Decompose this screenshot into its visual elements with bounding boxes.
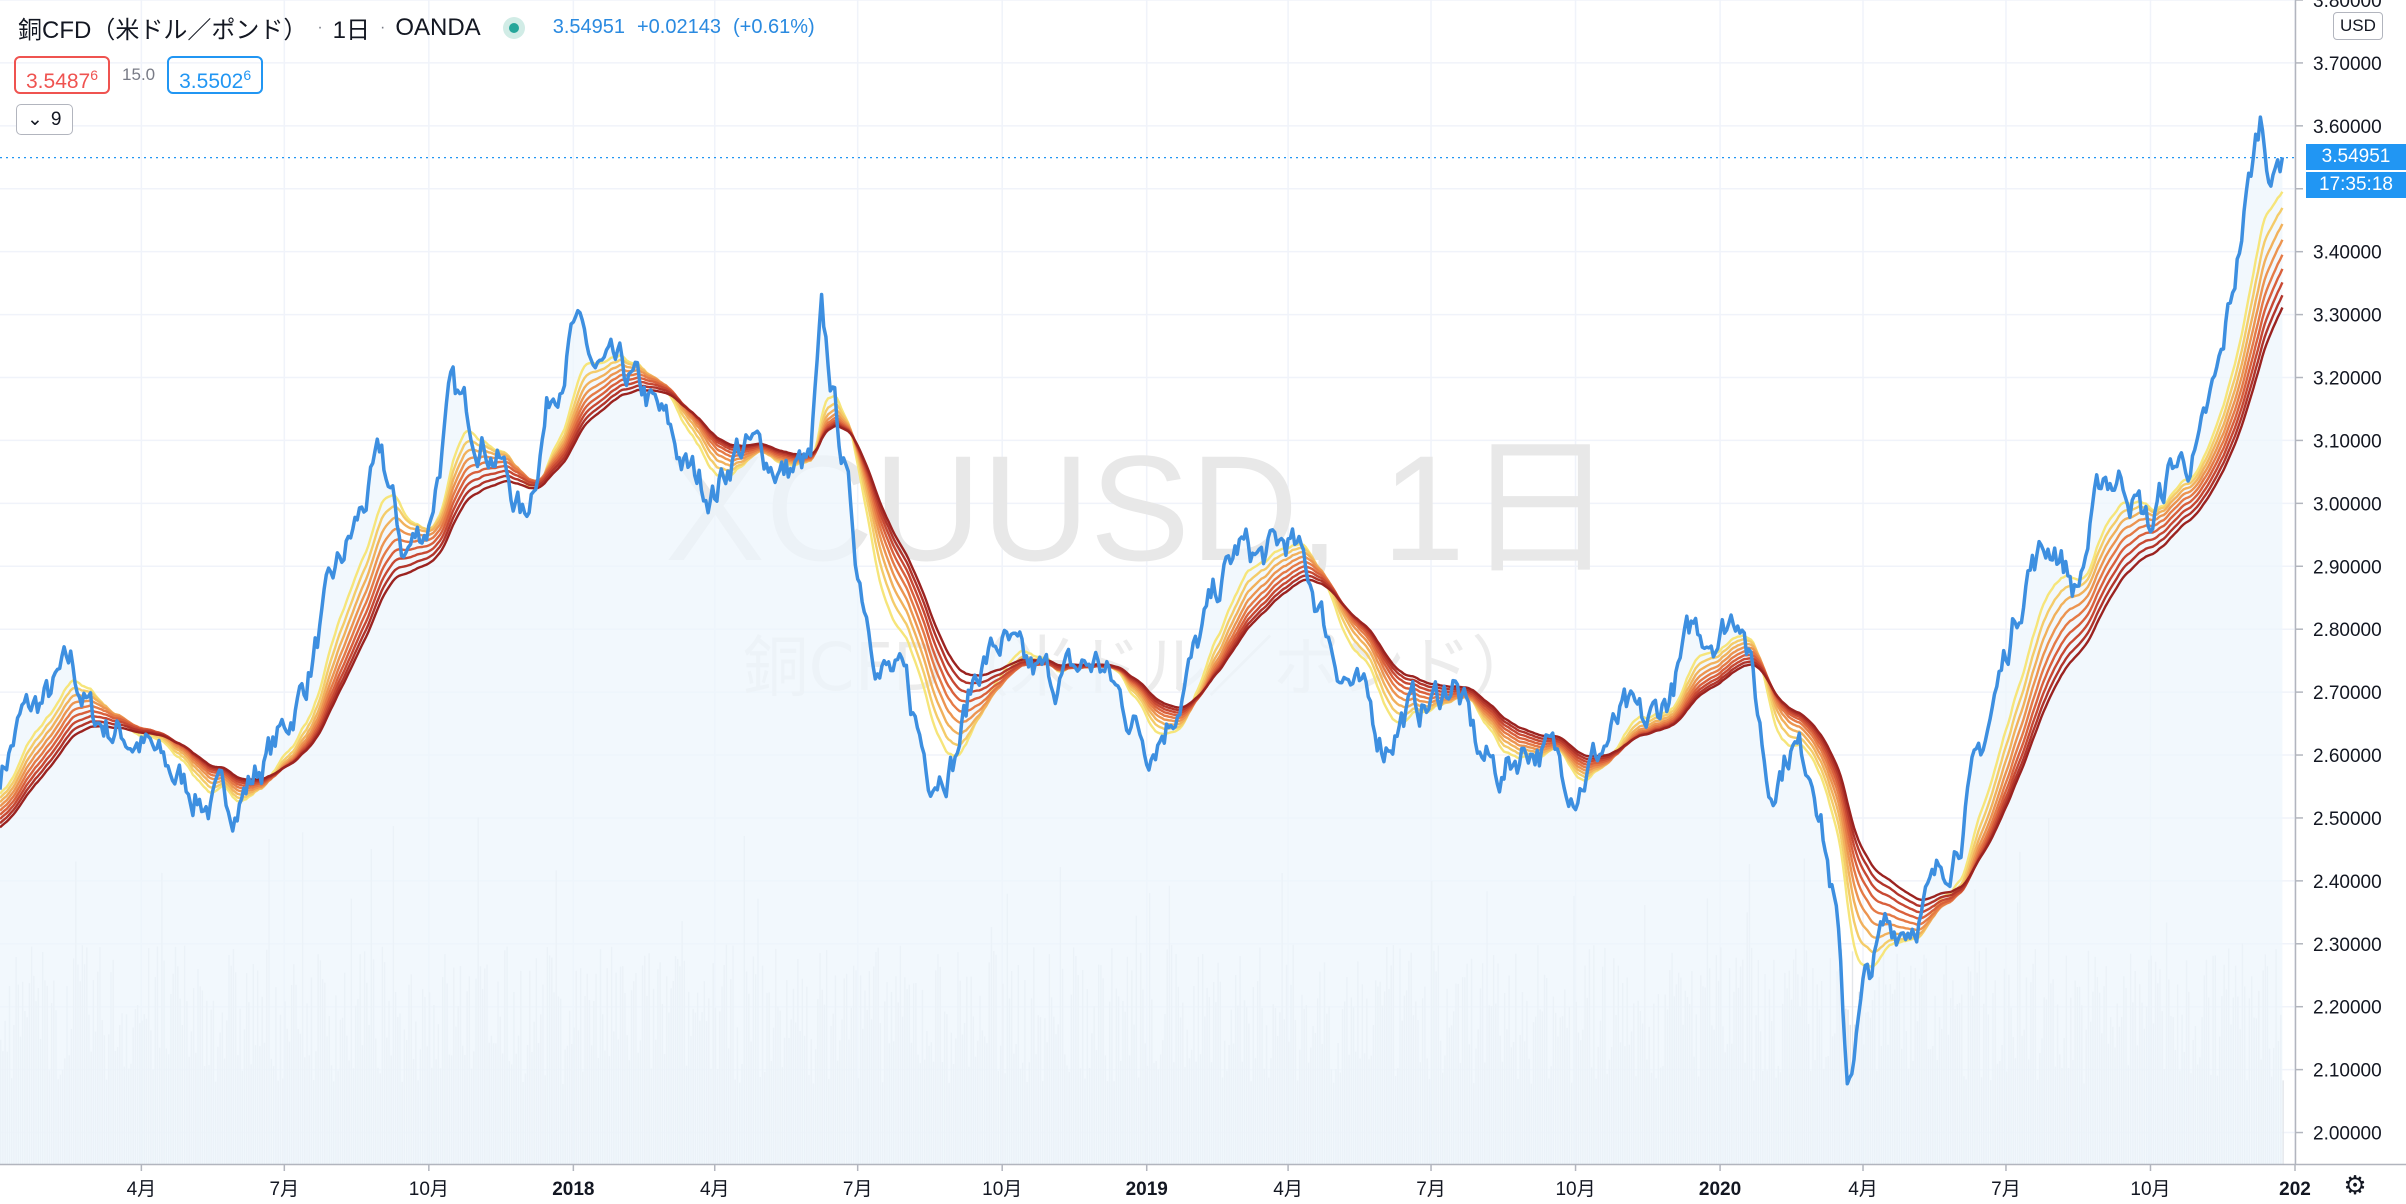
- ema-line-20: [0, 191, 2284, 969]
- time-tick-label: 7月: [270, 1179, 300, 1200]
- ask-pip: 6: [243, 67, 252, 83]
- time-tick-label: 2019: [1126, 1179, 1168, 1200]
- symbol-header: 銅CFD（米ドル／ポンド） · 1日 · OANDA 3.54951 +0.02…: [18, 10, 827, 45]
- price-tick-label: 2.20000: [2313, 998, 2382, 1019]
- price-tick-label: 3.40000: [2313, 243, 2382, 264]
- price-area: [0, 117, 2283, 1165]
- time-tick-label: 10月: [982, 1179, 1022, 1200]
- price-tick-label: 2.60000: [2313, 746, 2382, 767]
- time-tick-label: 7月: [1991, 1179, 2021, 1200]
- time-tick-label: 4月: [1273, 1179, 1303, 1200]
- countdown-badge: 17:35:18: [2306, 171, 2406, 198]
- source-label: OANDA: [395, 13, 481, 41]
- time-tick-label: 10月: [1555, 1179, 1595, 1200]
- time-tick-label: 10月: [2130, 1179, 2170, 1200]
- price-change-pct: (+0.61%): [732, 16, 815, 38]
- time-tick-label: 7月: [843, 1179, 873, 1200]
- price-tick-label: 2.40000: [2313, 872, 2382, 893]
- price-tick-label: 2.90000: [2313, 557, 2382, 578]
- ema-line-60: [0, 307, 2284, 901]
- separator-dot: ·: [317, 18, 323, 36]
- price-area-fill: [0, 117, 2283, 1165]
- price-tick-label: 3.60000: [2313, 117, 2382, 138]
- price-tick-label: 2.80000: [2313, 620, 2382, 641]
- ema-line-50: [0, 281, 2284, 914]
- price-tick-label: 3.30000: [2313, 306, 2382, 327]
- time-tick-label: 10月: [409, 1179, 449, 1200]
- bid-pip: 6: [90, 67, 99, 83]
- price-tick-label: 2.50000: [2313, 809, 2382, 830]
- time-tick-label: 2018: [552, 1179, 594, 1200]
- price-series-line: [0, 115, 2285, 1086]
- sell-button[interactable]: 3.54876: [14, 56, 111, 94]
- price-change: +0.02143: [637, 16, 721, 38]
- ema-ribbon: [0, 191, 2284, 969]
- ema-line-40: [0, 254, 2284, 926]
- currency-button[interactable]: USD: [2333, 12, 2383, 40]
- current-price-badge: 3.54951: [2306, 143, 2406, 170]
- time-tick-label: 7月: [1416, 1179, 1446, 1200]
- price-tick-label: 3.00000: [2313, 494, 2382, 515]
- price-tick-label: 2.30000: [2313, 935, 2382, 956]
- ema-line-55: [0, 294, 2284, 908]
- time-tick-label: 4月: [127, 1179, 157, 1200]
- ask-price: 3.5502: [179, 70, 244, 93]
- price-tick-label: 3.70000: [2313, 54, 2382, 75]
- symbol-name[interactable]: 銅CFD（米ドル／ポンド）: [18, 17, 308, 44]
- time-tick-label: 4月: [700, 1179, 730, 1200]
- time-tick-label: 202: [2279, 1179, 2311, 1200]
- time-tick-label: 2020: [1699, 1179, 1741, 1200]
- price-tick-label: 2.10000: [2313, 1061, 2382, 1082]
- price-tick-label: 3.20000: [2313, 369, 2382, 390]
- last-price: 3.54951: [552, 16, 625, 38]
- interval-label[interactable]: 1日: [332, 17, 371, 44]
- gear-icon[interactable]: ⚙: [2343, 1170, 2367, 1200]
- price-line: [0, 115, 2295, 1086]
- market-status-icon[interactable]: [502, 16, 525, 39]
- indicator-count: 9: [50, 108, 62, 130]
- price-axis-bg: [2295, 0, 2406, 1204]
- time-axis[interactable]: 4月 7月 10月 2018 4月 7月 10月 2019 4月 7月 10月 2020 4月 7月 10月…: [0, 1163, 2406, 1200]
- buy-button[interactable]: 3.55026: [167, 56, 264, 94]
- ema-line-25: [0, 207, 2284, 954]
- quote-row: 3.54876 15.0 3.55026: [14, 56, 264, 94]
- indicators-toggle[interactable]: ⌄ 9: [16, 104, 73, 135]
- price-tick-label: 3.10000: [2313, 431, 2382, 452]
- bid-price: 3.5487: [26, 70, 91, 93]
- ema-line-35: [0, 239, 2284, 932]
- price-tick-label: 2.70000: [2313, 683, 2382, 704]
- spread-value: 15.0: [122, 65, 156, 84]
- ema-line-45: [0, 268, 2284, 920]
- separator-dot: ·: [380, 18, 386, 36]
- price-tick-label: 2.00000: [2313, 1124, 2382, 1145]
- time-tick-label: 4月: [1848, 1179, 1878, 1200]
- volume-bar: [2282, 1080, 2284, 1164]
- chevron-down-icon: ⌄: [27, 109, 43, 130]
- price-tick-label: 3.80000: [2313, 0, 2382, 12]
- price-axis[interactable]: 3.800003.700003.600003.500003.400003.300…: [2294, 0, 2406, 1204]
